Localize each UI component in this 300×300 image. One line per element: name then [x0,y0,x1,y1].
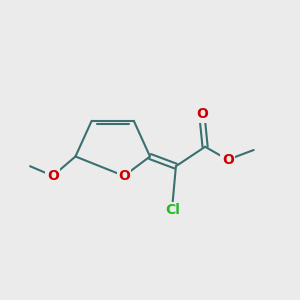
Text: O: O [222,153,234,167]
Text: Cl: Cl [165,203,180,218]
Text: O: O [47,169,59,183]
Text: O: O [196,107,208,122]
Text: O: O [118,169,130,183]
